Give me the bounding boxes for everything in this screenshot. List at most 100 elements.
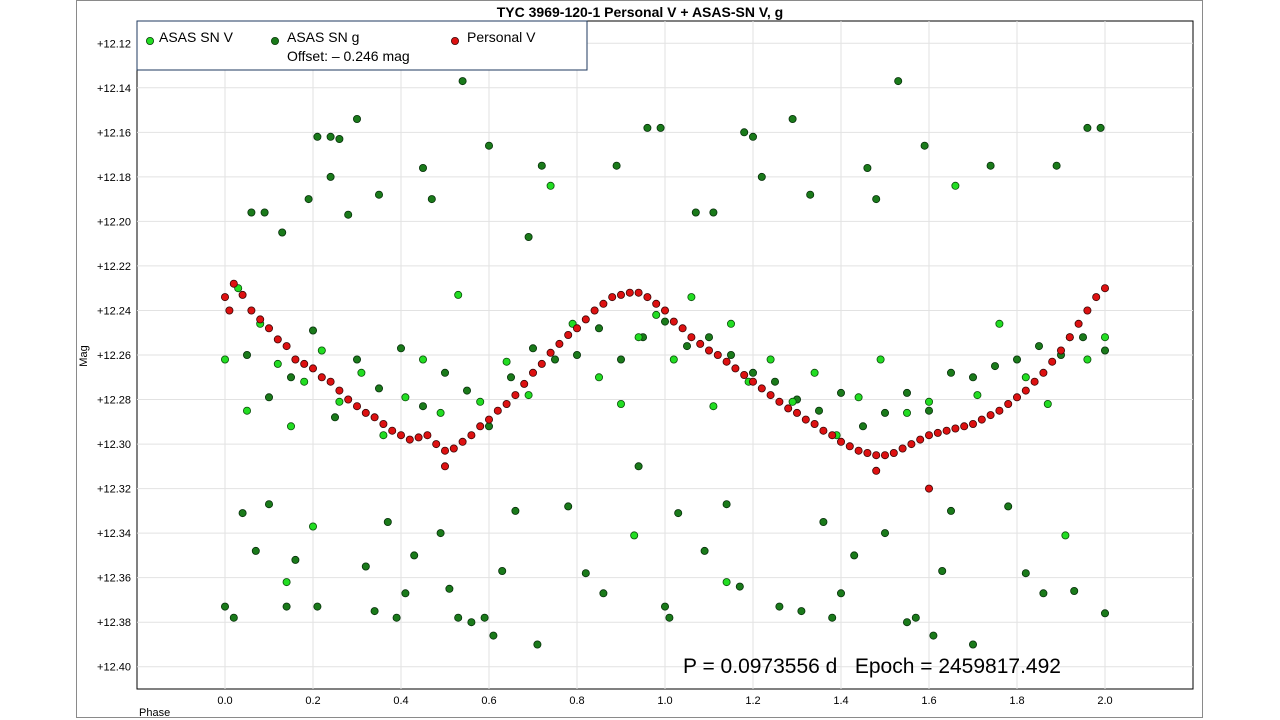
data-point-asas-sn-v — [669, 355, 678, 364]
data-point-asas-sn-g — [656, 123, 665, 132]
data-point-asas-sn-g — [775, 602, 784, 611]
data-point-asas-sn-g — [881, 529, 890, 538]
data-point-personal-v — [546, 348, 555, 357]
data-point-asas-sn-v — [357, 368, 366, 377]
data-point-asas-sn-g — [326, 172, 335, 181]
data-point-asas-sn-v — [286, 422, 295, 431]
data-point-asas-sn-g — [484, 422, 493, 431]
data-point-personal-v — [1083, 306, 1092, 315]
data-point-asas-sn-g — [925, 406, 934, 415]
data-point-personal-v — [995, 406, 1004, 415]
data-point-asas-sn-g — [947, 506, 956, 515]
data-point-personal-v — [564, 330, 573, 339]
data-point-personal-v — [581, 315, 590, 324]
data-point-personal-v — [969, 419, 978, 428]
legend-marker-asas-sn-g — [270, 37, 279, 46]
data-point-asas-sn-v — [652, 310, 661, 319]
x-tick-label: 1.2 — [745, 695, 760, 707]
data-point-asas-sn-g — [313, 602, 322, 611]
data-point-asas-sn-g — [837, 388, 846, 397]
data-point-asas-sn-v — [273, 359, 282, 368]
data-point-asas-sn-g — [511, 506, 520, 515]
data-point-personal-v — [801, 415, 810, 424]
y-tick-label: +12.24 — [97, 305, 131, 317]
data-point-personal-v — [361, 408, 370, 417]
y-tick-label: +12.36 — [97, 573, 131, 585]
data-point-asas-sn-g — [238, 509, 247, 518]
data-point-personal-v — [300, 359, 309, 368]
data-point-personal-v — [669, 317, 678, 326]
data-point-asas-sn-g — [1101, 346, 1110, 355]
data-point-personal-v — [590, 306, 599, 315]
data-point-personal-v — [238, 290, 247, 299]
data-point-asas-sn-g — [462, 386, 471, 395]
data-point-asas-sn-v — [1101, 333, 1110, 342]
data-point-asas-sn-v — [617, 399, 626, 408]
x-tick-label: 0.8 — [569, 695, 584, 707]
y-tick-label: +12.12 — [97, 38, 131, 50]
legend-offset-note: Offset: – 0.246 mag — [287, 48, 410, 64]
data-point-personal-v — [942, 426, 951, 435]
data-point-asas-sn-g — [330, 413, 339, 422]
data-point-asas-sn-g — [674, 509, 683, 518]
data-point-personal-v — [493, 406, 502, 415]
y-tick-label: +12.28 — [97, 395, 131, 407]
data-point-asas-sn-v — [709, 402, 718, 411]
data-point-asas-sn-g — [872, 195, 881, 204]
data-point-personal-v — [273, 335, 282, 344]
data-point-personal-v — [722, 357, 731, 366]
data-point-asas-sn-v — [418, 355, 427, 364]
data-point-asas-sn-g — [282, 602, 291, 611]
data-point-personal-v — [705, 346, 714, 355]
data-point-personal-v — [863, 448, 872, 457]
data-point-asas-sn-g — [929, 631, 938, 640]
data-point-personal-v — [960, 422, 969, 431]
data-point-asas-sn-g — [700, 546, 709, 555]
data-point-personal-v — [1004, 399, 1013, 408]
data-point-asas-sn-g — [986, 161, 995, 170]
data-point-asas-sn-g — [727, 350, 736, 359]
y-tick-label: +12.34 — [97, 528, 131, 540]
data-point-asas-sn-v — [810, 368, 819, 377]
data-point-asas-sn-g — [643, 123, 652, 132]
data-point-asas-sn-g — [665, 613, 674, 622]
data-point-asas-sn-v — [454, 290, 463, 299]
data-point-personal-v — [837, 437, 846, 446]
chart-frame: TYC 3969-120-1 Personal V + ASAS-SN V, g… — [76, 0, 1203, 719]
x-tick-label: 0.6 — [481, 695, 496, 707]
data-point-asas-sn-g — [506, 373, 515, 382]
data-point-personal-v — [572, 324, 581, 333]
data-point-asas-sn-v — [436, 408, 445, 417]
data-point-asas-sn-v — [1043, 399, 1052, 408]
data-point-personal-v — [1057, 346, 1066, 355]
data-point-asas-sn-g — [735, 582, 744, 591]
y-tick-label: +12.40 — [97, 662, 131, 674]
data-point-asas-sn-v — [766, 355, 775, 364]
data-point-asas-sn-v — [903, 408, 912, 417]
data-point-asas-sn-g — [788, 115, 797, 124]
data-point-personal-v — [414, 433, 423, 442]
data-point-asas-sn-g — [251, 546, 260, 555]
data-point-asas-sn-g — [498, 567, 507, 576]
data-point-asas-sn-g — [740, 128, 749, 137]
chart-title: TYC 3969-120-1 Personal V + ASAS-SN V, g — [497, 4, 783, 20]
data-point-asas-sn-g — [771, 377, 780, 386]
data-point-asas-sn-v — [1061, 531, 1070, 540]
data-point-asas-sn-v — [282, 578, 291, 587]
data-point-personal-v — [740, 370, 749, 379]
data-point-personal-v — [872, 451, 881, 460]
data-point-asas-sn-g — [1083, 123, 1092, 132]
data-point-personal-v — [344, 395, 353, 404]
data-point-personal-v — [405, 435, 414, 444]
data-point-asas-sn-g — [991, 362, 1000, 371]
data-point-asas-sn-g — [247, 208, 256, 217]
data-point-asas-sn-g — [242, 350, 251, 359]
data-point-asas-sn-g — [374, 384, 383, 393]
data-point-asas-sn-g — [278, 228, 287, 237]
data-point-asas-sn-v — [401, 393, 410, 402]
data-point-asas-sn-g — [1101, 609, 1110, 618]
data-point-asas-sn-v — [335, 397, 344, 406]
data-point-asas-sn-g — [903, 388, 912, 397]
data-point-asas-sn-g — [749, 132, 758, 141]
data-point-asas-sn-v — [788, 397, 797, 406]
